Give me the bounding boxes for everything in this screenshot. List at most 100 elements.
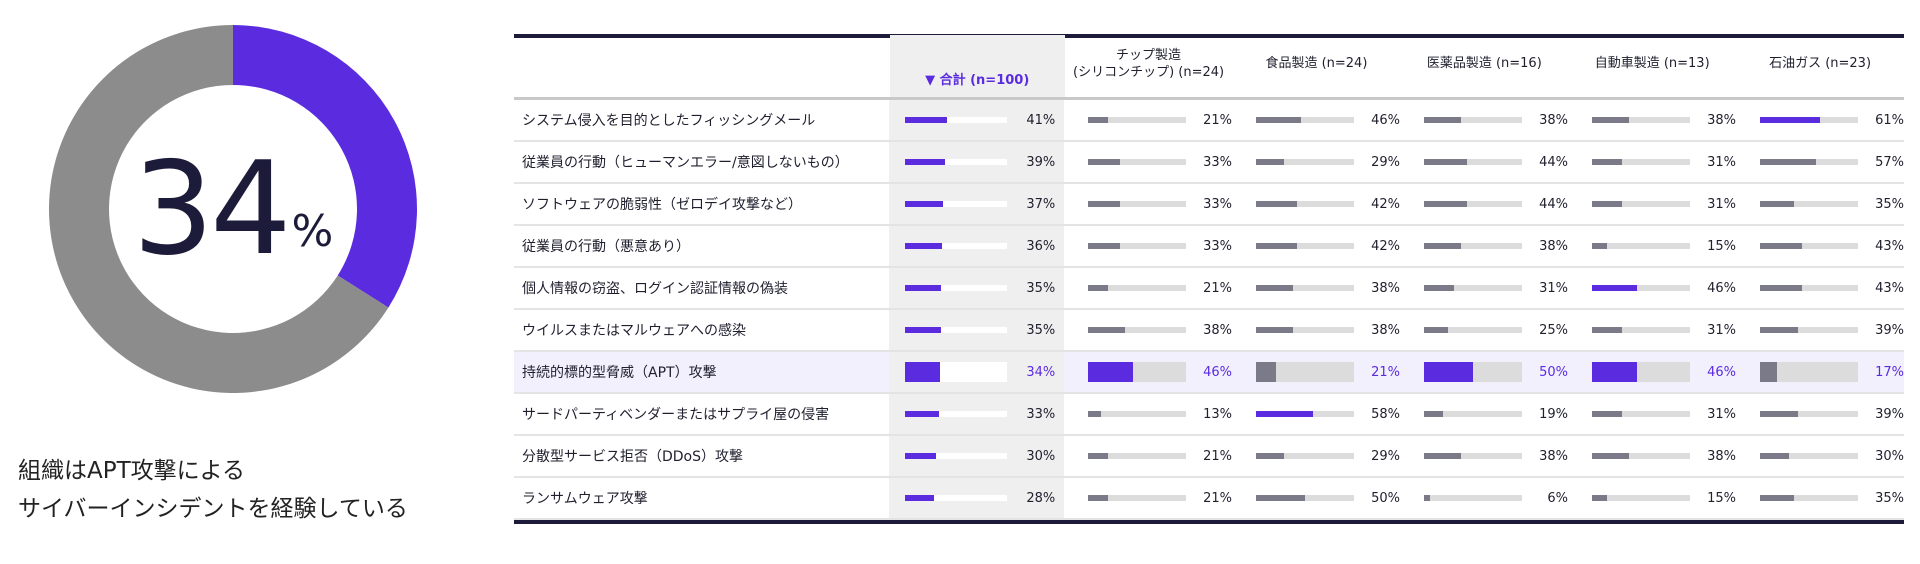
column-header: チップ製造 (シリコンチップ) (n=24) bbox=[1065, 38, 1233, 89]
value-label: 31% bbox=[1707, 406, 1736, 422]
data-cell: 35% bbox=[1736, 184, 1904, 224]
table-row: システム侵入を目的としたフィッシングメール 41% 21% 46% 38% 38% 61% bbox=[514, 100, 1904, 142]
column-header: 食品製造 (n=24) bbox=[1232, 38, 1400, 89]
value-label: 30% bbox=[1875, 448, 1904, 464]
data-cell: 31% bbox=[1568, 142, 1736, 182]
bar-fill bbox=[1424, 201, 1467, 207]
column-header: 医薬品製造 (n=16) bbox=[1400, 38, 1568, 89]
value-label: 15% bbox=[1707, 238, 1736, 254]
data-cell: 46% bbox=[1568, 352, 1736, 392]
table-row: 個人情報の窃盗、ログイン認証情報の偽装 35% 21% 38% 31% 46% 43% bbox=[514, 268, 1904, 310]
bar-fill bbox=[1424, 453, 1462, 459]
bar-track bbox=[1760, 411, 1858, 417]
data-cell: 38% bbox=[1064, 310, 1232, 350]
bar-track bbox=[1592, 495, 1690, 501]
bar-fill bbox=[1088, 117, 1109, 123]
bar-fill bbox=[905, 243, 943, 249]
table-row: ウイルスまたはマルウェアへの感染 35% 38% 38% 25% 31% 39% bbox=[514, 310, 1904, 352]
data-cell: 29% bbox=[1232, 142, 1400, 182]
bar-fill bbox=[905, 117, 948, 123]
bar-track bbox=[1424, 285, 1522, 291]
data-cell: 30% bbox=[889, 436, 1064, 476]
bar-track bbox=[1592, 285, 1690, 291]
bar-fill bbox=[1592, 453, 1630, 459]
bar-fill bbox=[1088, 327, 1126, 333]
data-cell: 25% bbox=[1400, 310, 1568, 350]
data-cell: 21% bbox=[1064, 478, 1232, 518]
table-bottom-rule bbox=[514, 520, 1904, 524]
bar-fill bbox=[1760, 495, 1795, 501]
bar-track bbox=[905, 411, 1008, 417]
bar-fill bbox=[1424, 117, 1462, 123]
data-cell: 38% bbox=[1400, 436, 1568, 476]
bar-track bbox=[1592, 453, 1690, 459]
value-label: 44% bbox=[1539, 154, 1568, 170]
bar-track bbox=[1592, 201, 1690, 207]
value-label: 33% bbox=[1203, 154, 1232, 170]
bar-fill bbox=[1760, 453, 1790, 459]
table-header-row: ▼ 合計 (n=100) チップ製造 (シリコンチップ) (n=24) 食品製造 (… bbox=[514, 35, 1904, 100]
bar-track bbox=[1424, 201, 1522, 207]
data-cell: 58% bbox=[1232, 394, 1400, 434]
data-cell: 43% bbox=[1736, 268, 1904, 308]
value-label: 43% bbox=[1875, 238, 1904, 254]
bar-track bbox=[1256, 285, 1354, 291]
donut-chart bbox=[48, 25, 418, 393]
bar-fill bbox=[1088, 201, 1121, 207]
table-row: 従業員の行動（悪意あり） 36% 33% 42% 38% 15% 43% bbox=[514, 226, 1904, 268]
bar-fill bbox=[1592, 411, 1623, 417]
bar-track bbox=[1592, 411, 1690, 417]
value-label: 31% bbox=[1707, 196, 1736, 212]
column-header-text: 医薬品製造 (n=16) bbox=[1426, 56, 1542, 71]
value-label: 46% bbox=[1203, 364, 1232, 380]
bar-fill bbox=[1592, 362, 1637, 382]
donut-slice-value bbox=[233, 25, 418, 308]
value-label: 30% bbox=[1026, 448, 1056, 464]
data-cell: 46% bbox=[1568, 268, 1736, 308]
data-cell: 38% bbox=[1232, 268, 1400, 308]
bar-fill bbox=[1592, 285, 1637, 291]
bar-fill bbox=[1256, 411, 1313, 417]
data-cell: 39% bbox=[1736, 310, 1904, 350]
bar-fill bbox=[1592, 201, 1623, 207]
data-cell: 42% bbox=[1232, 226, 1400, 266]
value-label: 21% bbox=[1203, 490, 1232, 506]
bar-fill bbox=[1760, 411, 1799, 417]
data-cell: 44% bbox=[1400, 184, 1568, 224]
data-cell: 50% bbox=[1232, 478, 1400, 518]
bar-track bbox=[905, 362, 1008, 382]
data-cell: 35% bbox=[1736, 478, 1904, 518]
bar-fill bbox=[905, 285, 941, 291]
value-label: 38% bbox=[1371, 280, 1400, 296]
bar-track bbox=[1256, 411, 1354, 417]
data-cell: 31% bbox=[1568, 310, 1736, 350]
value-label: 38% bbox=[1539, 448, 1568, 464]
bar-fill bbox=[1760, 159, 1816, 165]
data-cell: 31% bbox=[1568, 394, 1736, 434]
data-cell: 41% bbox=[889, 100, 1064, 140]
data-cell: 21% bbox=[1064, 268, 1232, 308]
row-label: ウイルスまたはマルウェアへの感染 bbox=[522, 323, 746, 339]
bar-fill bbox=[1088, 453, 1109, 459]
bar-track bbox=[1592, 327, 1690, 333]
value-label: 46% bbox=[1707, 364, 1736, 380]
value-label: 46% bbox=[1371, 112, 1400, 128]
data-cell: 37% bbox=[889, 184, 1064, 224]
bar-track bbox=[1088, 327, 1186, 333]
value-label: 35% bbox=[1875, 196, 1904, 212]
table-row: サードパーティベンダーまたはサプライ屋の侵害 33% 13% 58% 19% 31% 39% bbox=[514, 394, 1904, 436]
value-label: 35% bbox=[1026, 322, 1056, 338]
bar-track bbox=[1424, 495, 1522, 501]
bar-fill bbox=[1256, 285, 1294, 291]
caption-line-1: 組織はAPT攻撃による bbox=[18, 458, 245, 484]
data-cell: 17% bbox=[1736, 352, 1904, 392]
bar-track bbox=[1592, 243, 1690, 249]
data-cell: 21% bbox=[1232, 352, 1400, 392]
column-header[interactable]: ▼ 合計 (n=100) bbox=[889, 35, 1065, 97]
value-label: 25% bbox=[1539, 322, 1568, 338]
bar-fill bbox=[1256, 327, 1294, 333]
row-label: システム侵入を目的としたフィッシングメール bbox=[522, 113, 816, 129]
bar-fill bbox=[905, 159, 946, 165]
value-label: 21% bbox=[1203, 112, 1232, 128]
bar-fill bbox=[1256, 362, 1277, 382]
